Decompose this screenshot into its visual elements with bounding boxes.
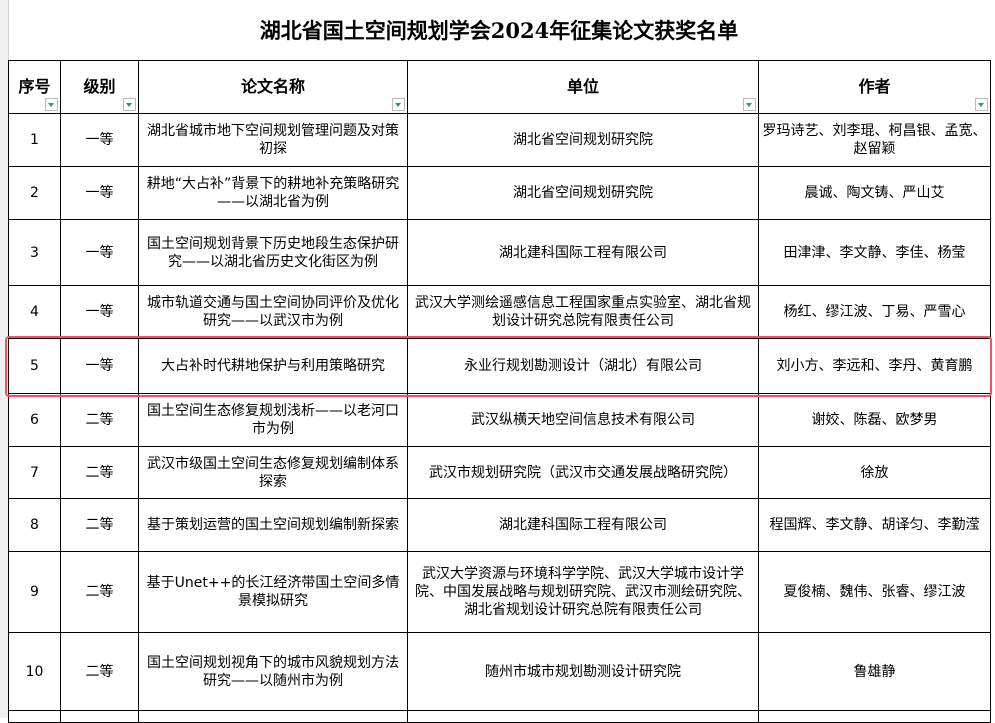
cell-no[interactable]: 10 [8,632,61,711]
table-row: 4 一等 城市轨道交通与国土空间协同评价及优化研究——以武汉市为例 武汉大学测绘遥感信… [8,285,991,339]
cell-paper[interactable]: 基于Unet++的长江经济带国土空间多情景模拟研究 [138,551,408,633]
cell-paper[interactable]: 国土空间规划视角下的城市风貌规划方法研究——以随州市为例 [138,632,408,711]
header-row: 序号 级别 论文名称 单位 作者 [8,60,991,114]
cell-unit[interactable]: 湖北建科国际工程有限公司 [407,219,759,286]
cell-no[interactable]: 7 [8,446,61,499]
cell-no[interactable]: 2 [8,166,61,220]
cell-empty[interactable] [407,710,759,723]
table-row: 2 一等 耕地“大占补”背景下的耕地补充策略研究——以湖北省为例 湖北省空间规划研究院… [8,166,991,220]
cell-no[interactable]: 4 [8,285,61,339]
filter-dropdown-icon[interactable] [123,98,136,111]
cell-no[interactable]: 5 [8,338,61,394]
header-authors: 作者 [758,60,991,114]
filter-dropdown-icon[interactable] [392,98,405,111]
cell-paper[interactable]: 国土空间规划背景下历史地段生态保护研究——以湖北省历史文化街区为例 [138,219,408,286]
header-level: 级别 [60,60,139,114]
cell-level[interactable]: 一等 [60,285,139,339]
cell-authors[interactable]: 杨红、缪江波、丁易、严雪心 [758,285,991,339]
filter-dropdown-icon[interactable] [975,98,988,111]
table-row: 6 二等 国土空间生态修复规划浅析——以老河口市为例 武汉纵横天地空间信息技术有限公司… [8,393,991,447]
cell-empty[interactable] [8,710,61,723]
cell-no[interactable]: 9 [8,551,61,633]
sheet-title: 湖北省国土空间规划学会2024年征集论文获奖名单 [8,0,990,61]
table-row: 7 二等 武汉市级国土空间生态修复规划编制体系探索 武汉市规划研究院（武汉市交通发展战… [8,446,991,499]
cell-unit[interactable]: 湖北建科国际工程有限公司 [407,498,759,552]
cell-paper[interactable]: 城市轨道交通与国土空间协同评价及优化研究——以武汉市为例 [138,285,408,339]
cell-paper[interactable]: 基于策划运营的国土空间规划编制新探索 [138,498,408,552]
cell-unit[interactable]: 湖北省空间规划研究院 [407,113,759,167]
cell-empty[interactable] [138,710,408,723]
cell-paper[interactable]: 耕地“大占补”背景下的耕地补充策略研究——以湖北省为例 [138,166,408,220]
table-row: 1 一等 湖北省城市地下空间规划管理问题及对策初探 湖北省空间规划研究院 罗玛诗艺、刘李… [8,113,991,167]
cell-unit[interactable]: 武汉大学资源与环境科学学院、武汉大学城市设计学院、中国发展战略与规划研究院、武汉… [407,551,759,633]
table-row: 9 二等 基于Unet++的长江经济带国土空间多情景模拟研究 武汉大学资源与环境科学学… [8,551,991,633]
cell-authors[interactable]: 晨诚、陶文铸、严山艾 [758,166,991,220]
cell-level[interactable]: 二等 [60,393,139,447]
cell-unit[interactable]: 武汉纵横天地空间信息技术有限公司 [407,393,759,447]
cell-level[interactable]: 一等 [60,113,139,167]
table-row [8,710,991,723]
cell-level[interactable]: 二等 [60,551,139,633]
table-row: 5 一等 大占补时代耕地保护与利用策略研究 永业行规划勘测设计（湖北）有限公司 刘小方、… [8,338,991,394]
table-row: 8 二等 基于策划运营的国土空间规划编制新探索 湖北建科国际工程有限公司 程国辉、李文静… [8,498,991,552]
cell-level[interactable]: 二等 [60,632,139,711]
cell-authors[interactable]: 徐放 [758,446,991,499]
cell-authors[interactable]: 夏俊楠、魏伟、张睿、缪江波 [758,551,991,633]
cell-no[interactable]: 6 [8,393,61,447]
cell-paper[interactable]: 国土空间生态修复规划浅析——以老河口市为例 [138,393,408,447]
cell-authors[interactable]: 罗玛诗艺、刘李琨、柯昌银、孟宽、赵留颖 [758,113,991,167]
filter-dropdown-icon[interactable] [743,98,756,111]
cell-level[interactable]: 一等 [60,338,139,394]
cell-empty[interactable] [758,710,991,723]
cell-paper[interactable]: 大占补时代耕地保护与利用策略研究 [138,338,408,394]
filter-dropdown-icon[interactable] [45,98,58,111]
cell-paper[interactable]: 武汉市级国土空间生态修复规划编制体系探索 [138,446,408,499]
header-unit: 单位 [407,60,759,114]
header-no: 序号 [8,60,61,114]
cell-authors[interactable]: 程国辉、李文静、胡译匀、李勤滢 [758,498,991,552]
cell-no[interactable]: 3 [8,219,61,286]
cell-no[interactable]: 1 [8,113,61,167]
cell-authors[interactable]: 谢姣、陈磊、欧梦男 [758,393,991,447]
cell-unit[interactable]: 永业行规划勘测设计（湖北）有限公司 [407,338,759,394]
cell-authors[interactable]: 刘小方、李远和、李丹、黄育鹏 [758,338,991,394]
cell-level[interactable]: 一等 [60,166,139,220]
cell-unit[interactable]: 湖北省空间规划研究院 [407,166,759,220]
cell-unit[interactable]: 武汉大学测绘遥感信息工程国家重点实验室、湖北省规划设计研究总院有限责任公司 [407,285,759,339]
header-paper: 论文名称 [138,60,408,114]
cell-authors[interactable]: 鲁雄静 [758,632,991,711]
cell-no[interactable]: 8 [8,498,61,552]
table-row: 10 二等 国土空间规划视角下的城市风貌规划方法研究——以随州市为例 随州市城市规划勘… [8,632,991,711]
cell-level[interactable]: 二等 [60,498,139,552]
table-row: 3 一等 国土空间规划背景下历史地段生态保护研究——以湖北省历史文化街区为例 湖北建科… [8,219,991,286]
awards-table: 序号 级别 论文名称 单位 作者 1 一等 湖北省城市地下空间规划管理问题及对策初探… [8,60,991,723]
cell-empty[interactable] [60,710,139,723]
cell-paper[interactable]: 湖北省城市地下空间规划管理问题及对策初探 [138,113,408,167]
cell-unit[interactable]: 随州市城市规划勘测设计研究院 [407,632,759,711]
cell-level[interactable]: 二等 [60,446,139,499]
cell-level[interactable]: 一等 [60,219,139,286]
cell-unit[interactable]: 武汉市规划研究院（武汉市交通发展战略研究院） [407,446,759,499]
cell-authors[interactable]: 田津津、李文静、李佳、杨莹 [758,219,991,286]
